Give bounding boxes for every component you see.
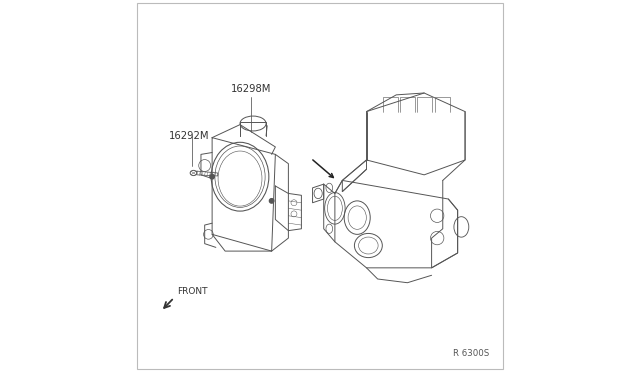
Circle shape [210,174,214,179]
Text: 16298M: 16298M [231,84,271,94]
Text: R 6300S: R 6300S [453,349,489,358]
Text: 16292M: 16292M [170,131,210,141]
Text: FRONT: FRONT [177,287,207,296]
Circle shape [269,199,274,203]
